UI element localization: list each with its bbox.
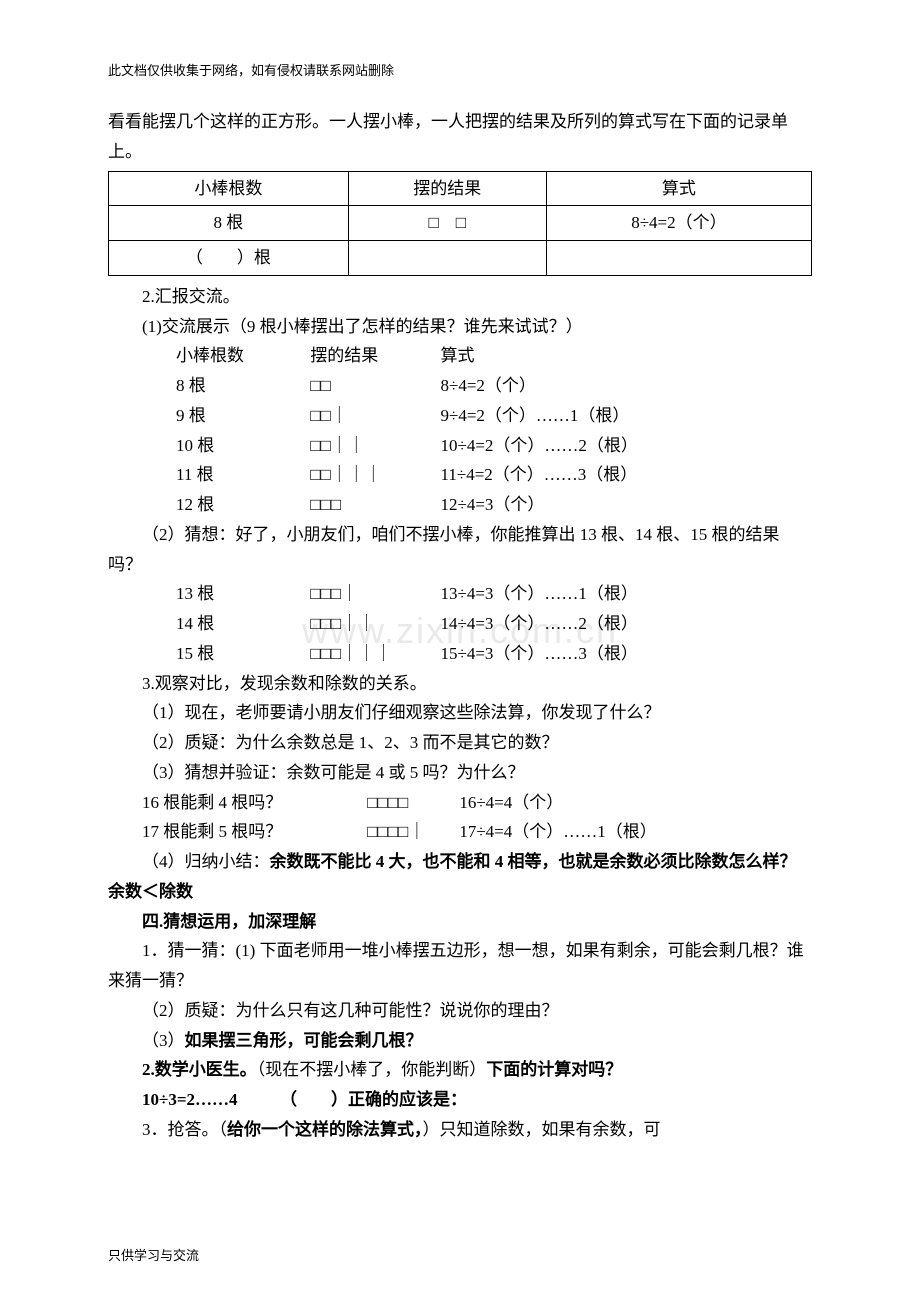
table-row: 8 根 □ □ 8÷4=2（个） [109,206,812,241]
p5a: 10÷3=2……4 [142,1090,238,1109]
sec4-p2: （2）质疑：为什么只有这几种可能性？说说你的理由？ [108,996,812,1026]
sec2-title: 2.汇报交流。 [108,282,812,312]
shape: □□□ [276,490,436,520]
footer-note: 只供学习与交流 [108,1245,812,1264]
th-expr: 算式 [546,171,811,206]
cell: （ ）根 [109,241,349,276]
sec3-q3: （3）猜想并验证：余数可能是 4 或 5 吗？为什么？ [108,758,812,788]
record-table: 小棒根数 摆的结果 算式 8 根 □ □ 8÷4=2（个） （ ）根 [108,171,812,276]
sec3-r2: 17 根能剩 5 根吗？ □□□□｜ 17÷4=4（个）……1（根） [108,817,812,847]
cell: 8 根 [109,206,349,241]
shape: □□｜ [276,401,436,431]
p4c: 下面的计算对吗？ [486,1060,622,1079]
list-item: 13 根 □□□｜ 13÷4=3（个）……1（根） [108,579,812,609]
expr: 12÷4=3（个） [441,495,545,514]
sec3-q1: （1）现在，老师要请小朋友们仔细观察这些除法算，你发现了什么？ [108,698,812,728]
list-item: 8 根 □□ 8÷4=2（个） [108,371,812,401]
shape: □□□｜ [276,579,436,609]
sticks: 10 根 [142,431,272,461]
shape: □□｜｜ [276,431,436,461]
sec2-sub1: (1)交流展示（9 根小棒摆出了怎样的结果？谁先来试试？） [108,312,812,342]
p3a: （3） [142,1031,185,1050]
sticks: 14 根 [142,609,272,639]
list-item: 10 根 □□｜｜ 10÷4=2（个）……2（根） [108,431,812,461]
col-h2: 摆的结果 [276,341,436,371]
shape: □□□｜｜ [276,609,436,639]
list-item: 9 根 □□｜ 9÷4=2（个）……1（根） [108,401,812,431]
sec4-p4: 2.数学小医生。（现在不摆小棒了，你能判断）下面的计算对吗？ [108,1055,812,1085]
sticks: 8 根 [142,371,272,401]
sec4-p1: 1．猜一猜：(1) 下面老师用一堆小棒摆五边形，想一想，如果有剩余，可能会剩几根… [108,936,812,996]
sum-a: （4）归纳小结： [142,852,270,871]
expr: 8÷4=2（个） [441,376,536,395]
header-disclaimer: 此文档仅供收集于网络，如有侵权请联系网站删除 [108,60,812,79]
sticks: 12 根 [142,490,272,520]
expr: 14÷4=3（个）……2（根） [441,614,638,633]
sec4-title: 四.猜想运用，加深理解 [108,907,812,937]
list-item: 11 根 □□｜｜｜ 11÷4=2（个）……3（根） [108,460,812,490]
sec3-r1: 16 根能剩 4 根吗？ □□□□ 16÷4=4（个） [108,788,812,818]
expr: 15÷4=3（个）……3（根） [441,644,638,663]
sticks: 13 根 [142,579,272,609]
shape: □□ [276,371,436,401]
shape: □□｜｜｜ [276,460,436,490]
table-row: （ ）根 [109,241,812,276]
sticks: 11 根 [142,460,272,490]
sec3-title: 3.观察对比，发现余数和除数的关系。 [108,669,812,699]
intro-line: 看看能摆几个这样的正方形。一人摆小棒，一人把摆的结果及所列的算式写在下面的记录单… [108,107,812,167]
p4a: 2.数学小医生。 [142,1060,257,1079]
sum-c: 余数＜除数 [108,882,193,901]
expr: 9÷4=2（个）……1（根） [441,406,630,425]
sum-b: 余数既不能比 4 大，也不能和 4 相等，也就是余数必须比除数怎么样？ [270,852,797,871]
shape: □□□｜｜｜ [276,639,436,669]
expr: 13÷4=3（个）……1（根） [441,584,638,603]
expr: 10÷4=2（个）……2（根） [441,436,638,455]
sticks: 9 根 [142,401,272,431]
body: 看看能摆几个这样的正方形。一人摆小棒，一人把摆的结果及所列的算式写在下面的记录单… [108,107,812,1145]
p6c: ）只知道除数，如果有余数，可 [423,1120,661,1139]
cell [546,241,811,276]
guess-prompt: （2）猜想：好了，小朋友们，咱们不摆小棒，你能推算出 13 根、14 根、15 … [108,520,812,580]
list-item: 15 根 □□□｜｜｜ 15÷4=3（个）……3（根） [108,639,812,669]
cell: 8÷4=2（个） [546,206,811,241]
th-sticks: 小棒根数 [109,171,349,206]
list-item: 14 根 □□□｜｜ 14÷4=3（个）……2（根） [108,609,812,639]
th-result: 摆的结果 [348,171,546,206]
page-content: 此文档仅供收集于网络，如有侵权请联系网站删除 看看能摆几个这样的正方形。一人摆小… [108,60,812,1264]
p5b: （ ）正确的应该是： [289,1090,468,1109]
col-h3: 算式 [441,346,475,365]
cell [348,241,546,276]
expr: 11÷4=2（个）……3（根） [441,465,638,484]
sec3-summary: （4）归纳小结：余数既不能比 4 大，也不能和 4 相等，也就是余数必须比除数怎… [108,847,812,907]
sec4-p3: （3）如果摆三角形，可能会剩几根？ [108,1026,812,1056]
col-h1: 小棒根数 [142,341,272,371]
p6a: 3．抢答。（ [142,1120,227,1139]
sec4-p6: 3．抢答。（给你一个这样的除法算式，）只知道除数，如果有余数，可 [108,1115,812,1145]
sec3-q2: （2）质疑：为什么余数总是 1、2、3 而不是其它的数？ [108,728,812,758]
p6b: 给你一个这样的除法算式， [227,1120,423,1139]
p4b: （现在不摆小棒了，你能判断） [257,1060,487,1079]
cell: □ □ [348,206,546,241]
list-header: 小棒根数 摆的结果 算式 [108,341,812,371]
sec4-p5: 10÷3=2……4 （ ）正确的应该是： [108,1085,812,1115]
p3b: 如果摆三角形，可能会剩几根？ [185,1031,423,1050]
sticks: 15 根 [142,639,272,669]
list-item: 12 根 □□□ 12÷4=3（个） [108,490,812,520]
